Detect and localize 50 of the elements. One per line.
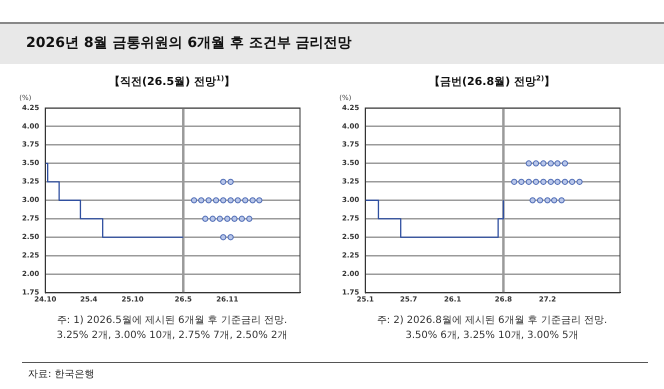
point: [518, 178, 524, 185]
point: [562, 178, 568, 185]
point: [224, 216, 230, 222]
point: [242, 197, 248, 204]
text: 자료: 한국은행: [22, 362, 648, 381]
point: [558, 197, 565, 204]
point: [576, 178, 583, 185]
point: [234, 197, 241, 204]
point: [238, 216, 245, 222]
point: [530, 197, 536, 204]
point: [536, 197, 544, 204]
point: [532, 178, 540, 185]
point: [250, 197, 256, 204]
point: [554, 178, 561, 185]
text: 주: 2) 2026.8월에 제시된 6개월 후 기준금리 전망.: [376, 314, 608, 328]
point: [569, 178, 576, 185]
point: [526, 178, 532, 185]
point: [212, 197, 220, 204]
point: [190, 197, 198, 204]
point: [216, 216, 223, 222]
point: [511, 178, 518, 185]
point: [548, 160, 554, 166]
point: [220, 197, 226, 204]
point: [228, 197, 234, 204]
point: [210, 216, 216, 222]
point: [228, 178, 234, 185]
point: [220, 178, 226, 185]
point: [544, 197, 551, 204]
point: [202, 216, 208, 222]
point: [198, 197, 204, 204]
point: [526, 160, 532, 166]
point: [220, 234, 226, 240]
chart-title: 2026년 8월 금통위원의 6개월 후 조건부 금리전망: [26, 34, 352, 52]
text: 3.50% 6개, 3.25% 10개, 3.00% 5개: [404, 329, 580, 343]
chart-subtitle: 【직전(26.5월) 전망$^{1)}$】: [108, 74, 236, 90]
point: [231, 216, 238, 222]
text: 주: 1) 2026.5월에 제시된 6개월 후 기준금리 전망.: [56, 314, 288, 328]
chart-subtitle: 【금번(26.8월) 전망$^{2)}$】: [428, 74, 556, 90]
point: [554, 160, 561, 166]
point: [540, 160, 546, 166]
point: [548, 178, 554, 185]
point: [256, 197, 262, 204]
point: [532, 160, 540, 166]
point: [206, 197, 212, 204]
point: [562, 160, 568, 166]
point: [246, 216, 252, 222]
point: [228, 234, 234, 240]
point: [540, 178, 546, 185]
text: 3.25% 2개, 3.00% 10개, 2.75% 7개, 2.50% 2개: [56, 329, 288, 343]
point: [551, 197, 558, 204]
